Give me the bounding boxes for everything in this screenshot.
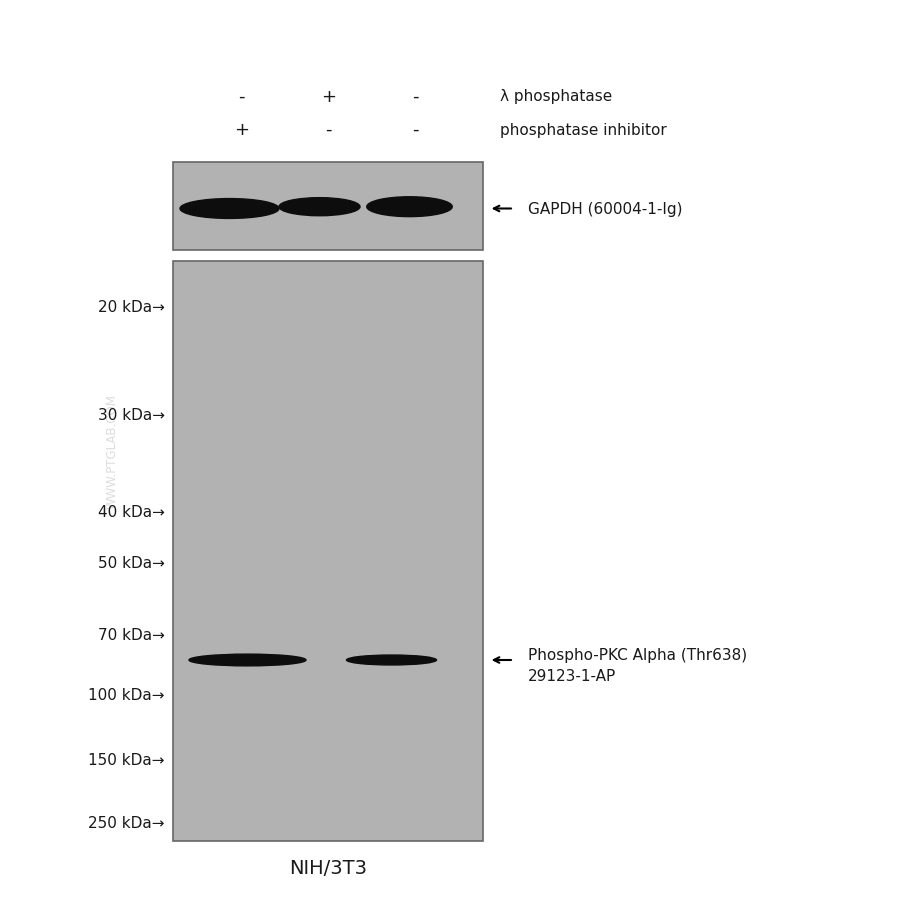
- Text: -: -: [325, 121, 332, 139]
- Text: 50 kDa→: 50 kDa→: [98, 556, 165, 570]
- Text: phosphatase inhibitor: phosphatase inhibitor: [500, 123, 666, 137]
- Ellipse shape: [279, 198, 360, 216]
- Text: -: -: [412, 121, 419, 139]
- Text: 70 kDa→: 70 kDa→: [98, 628, 165, 642]
- Ellipse shape: [189, 655, 306, 666]
- Text: 30 kDa→: 30 kDa→: [98, 408, 165, 422]
- Text: GAPDH (60004-1-Ig): GAPDH (60004-1-Ig): [528, 202, 683, 216]
- Text: 150 kDa→: 150 kDa→: [88, 752, 165, 767]
- Text: +: +: [321, 87, 336, 106]
- Text: WWW.PTGLAB.COM: WWW.PTGLAB.COM: [106, 393, 119, 509]
- Text: -: -: [238, 87, 245, 106]
- Bar: [173, 162, 483, 251]
- Text: +: +: [234, 121, 248, 139]
- Text: -: -: [412, 87, 419, 106]
- Ellipse shape: [346, 655, 436, 666]
- Text: 100 kDa→: 100 kDa→: [88, 687, 165, 702]
- Text: λ phosphatase: λ phosphatase: [500, 89, 612, 104]
- Text: 250 kDa→: 250 kDa→: [88, 815, 165, 830]
- Text: 20 kDa→: 20 kDa→: [98, 300, 165, 315]
- Ellipse shape: [180, 199, 279, 219]
- Text: NIH/3T3: NIH/3T3: [290, 858, 367, 878]
- Text: Phospho-PKC Alpha (Thr638)
29123-1-AP: Phospho-PKC Alpha (Thr638) 29123-1-AP: [528, 648, 747, 684]
- Text: 40 kDa→: 40 kDa→: [98, 505, 165, 520]
- Bar: [173, 262, 483, 841]
- Ellipse shape: [367, 198, 452, 217]
